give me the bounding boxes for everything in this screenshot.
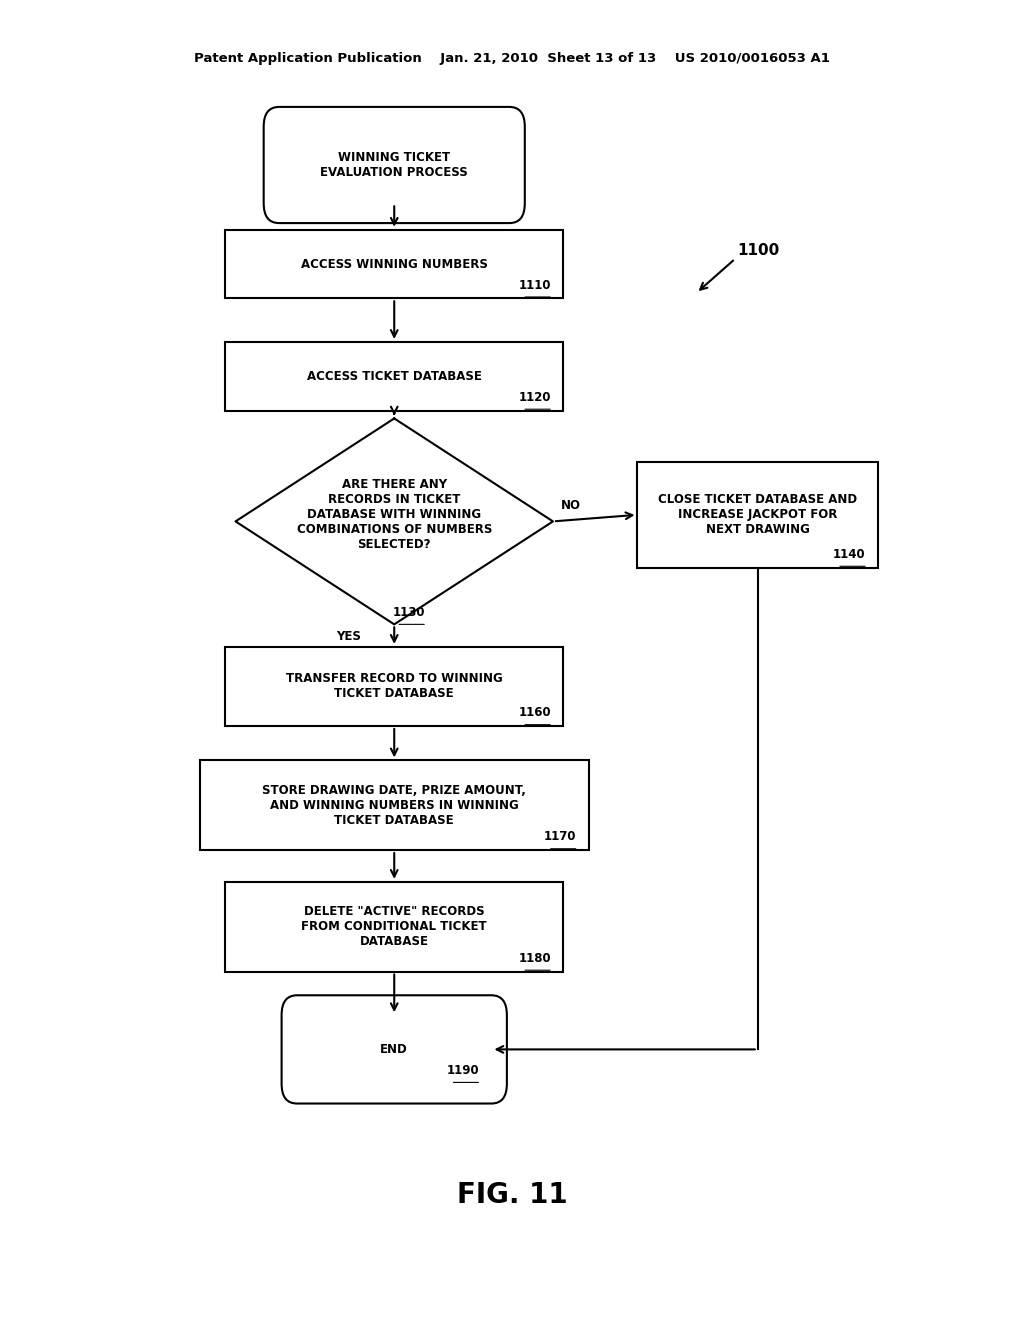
FancyBboxPatch shape: [225, 230, 563, 298]
Text: STORE DRAWING DATE, PRIZE AMOUNT,
AND WINNING NUMBERS IN WINNING
TICKET DATABASE: STORE DRAWING DATE, PRIZE AMOUNT, AND WI…: [262, 784, 526, 826]
Text: ACCESS TICKET DATABASE: ACCESS TICKET DATABASE: [307, 370, 481, 383]
FancyBboxPatch shape: [200, 760, 589, 850]
Text: END: END: [380, 1043, 409, 1056]
Text: CLOSE TICKET DATABASE AND
INCREASE JACKPOT FOR
NEXT DRAWING: CLOSE TICKET DATABASE AND INCREASE JACKP…: [658, 494, 857, 536]
Text: 1100: 1100: [737, 243, 779, 259]
Text: ACCESS WINNING NUMBERS: ACCESS WINNING NUMBERS: [301, 257, 487, 271]
Text: 1110: 1110: [518, 279, 551, 292]
FancyBboxPatch shape: [282, 995, 507, 1104]
Text: 1130: 1130: [392, 606, 425, 619]
Text: 1180: 1180: [518, 952, 551, 965]
Text: NO: NO: [561, 499, 582, 512]
Text: Patent Application Publication    Jan. 21, 2010  Sheet 13 of 13    US 2010/00160: Patent Application Publication Jan. 21, …: [195, 51, 829, 65]
Text: 1170: 1170: [544, 830, 577, 843]
Text: ARE THERE ANY
RECORDS IN TICKET
DATABASE WITH WINNING
COMBINATIONS OF NUMBERS
SE: ARE THERE ANY RECORDS IN TICKET DATABASE…: [297, 478, 492, 552]
Text: 1140: 1140: [834, 548, 865, 561]
Text: FIG. 11: FIG. 11: [457, 1180, 567, 1209]
Text: 1190: 1190: [446, 1064, 479, 1077]
FancyBboxPatch shape: [264, 107, 524, 223]
FancyBboxPatch shape: [225, 647, 563, 726]
Text: WINNING TICKET
EVALUATION PROCESS: WINNING TICKET EVALUATION PROCESS: [321, 150, 468, 180]
FancyBboxPatch shape: [637, 462, 879, 568]
Text: DELETE "ACTIVE" RECORDS
FROM CONDITIONAL TICKET
DATABASE: DELETE "ACTIVE" RECORDS FROM CONDITIONAL…: [301, 906, 487, 948]
FancyBboxPatch shape: [225, 342, 563, 411]
Text: TRANSFER RECORD TO WINNING
TICKET DATABASE: TRANSFER RECORD TO WINNING TICKET DATABA…: [286, 672, 503, 701]
FancyBboxPatch shape: [225, 882, 563, 972]
Polygon shape: [236, 418, 553, 624]
Text: 1160: 1160: [518, 706, 551, 719]
Text: 1120: 1120: [518, 391, 551, 404]
Text: YES: YES: [336, 630, 360, 643]
